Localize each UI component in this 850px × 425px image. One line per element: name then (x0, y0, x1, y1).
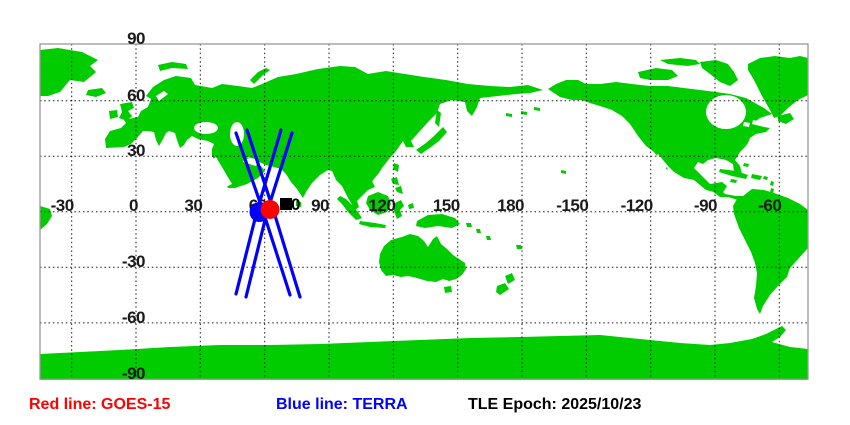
lon-label-90: 90 (311, 196, 329, 215)
landmass-britain (119, 102, 134, 121)
legend-tle-epoch: TLE Epoch: 2025/10/23 (468, 396, 642, 413)
landmass-antarctica (40, 326, 808, 379)
lat-label-30: 30 (127, 141, 145, 161)
landmass-sumatra (337, 196, 362, 220)
red-sea (211, 157, 232, 187)
map-frame (39, 43, 809, 380)
sno-event-number: 0 (291, 195, 301, 214)
landmass-svalbard (158, 62, 188, 71)
landmass-ireland (109, 110, 118, 119)
landmass-eurasia (105, 66, 543, 210)
landmass-caribbean-islands (730, 163, 774, 193)
landmass-arctic-islands (638, 58, 738, 86)
landmass-tasmania (444, 286, 452, 293)
graticule (40, 44, 808, 380)
goes15-position-marker (260, 200, 280, 219)
lon-label-150: 150 (432, 196, 460, 215)
landmass-greenland-west (748, 56, 808, 118)
landmass-borneo (366, 192, 391, 215)
landmass-central-america (694, 180, 743, 200)
lon-label-m120: -120 (620, 196, 654, 215)
lat-label-90: 90 (127, 29, 145, 48)
great-lakes (734, 118, 758, 127)
landmass-taiwan-hainan-philippines (368, 163, 403, 194)
lon-label-120: 120 (368, 196, 396, 215)
lat-label-m90: -90 (121, 364, 146, 384)
lat-label-60: 60 (127, 85, 145, 105)
landmass-newfoundland (778, 113, 794, 124)
landmass-cuba (719, 169, 748, 179)
landmass-greenland-east (40, 48, 98, 96)
sno-location-marker (280, 198, 292, 210)
lat-label-m30: -30 (121, 252, 146, 272)
landmass-iceland (86, 88, 106, 97)
lon-label-0: 0 (129, 196, 138, 215)
landmass-australia (379, 234, 466, 282)
legend-goes15: Red line: GOES-15 (29, 396, 171, 413)
landmass-japan (416, 127, 447, 154)
lon-label-m30: -30 (50, 196, 75, 215)
landmass-aleutians (506, 107, 540, 117)
lon-label-m90: -90 (693, 196, 718, 215)
landmass-java (359, 221, 386, 228)
lat-label-m60: -60 (121, 307, 146, 327)
landmass-new-zealand (496, 273, 515, 295)
lon-label-m150: -150 (556, 196, 589, 215)
landmass-hawaii (561, 170, 566, 174)
legend-terra: Blue line: TERRA (276, 396, 408, 413)
landmass-novaya-zemlya (250, 68, 270, 84)
lon-label-30: 30 (184, 196, 203, 215)
landmass-sri-lanka (296, 201, 301, 207)
sno-markers (249, 198, 292, 222)
baltic-sea (156, 91, 168, 101)
landmass-south-america (733, 189, 808, 314)
lon-label-m60: -60 (758, 196, 782, 215)
gulf-of-california (655, 154, 668, 169)
landmass-sulawesi (394, 200, 404, 219)
lon-label-180: 180 (497, 196, 524, 215)
inland-seas (156, 91, 758, 187)
landmass-sakhalin (435, 110, 441, 127)
landmass-new-guinea (416, 214, 460, 228)
